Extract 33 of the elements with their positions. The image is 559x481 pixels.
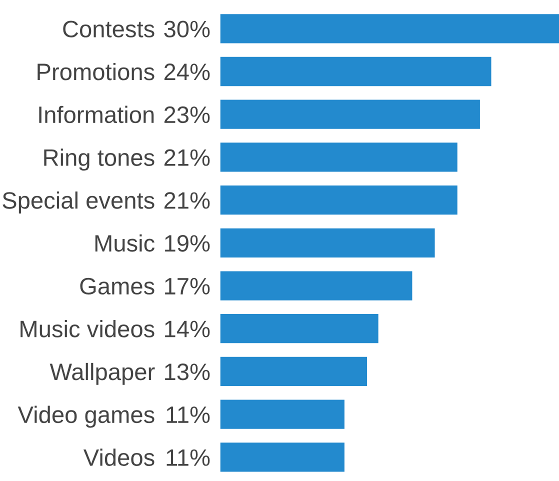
y-tick-label: Music videos bbox=[20, 320, 154, 338]
data-label: 11% bbox=[166, 449, 210, 466]
bar bbox=[220, 142, 458, 172]
bar bbox=[220, 14, 559, 44]
bar bbox=[220, 271, 412, 300]
y-tick-label: Promotions bbox=[38, 62, 154, 80]
bar bbox=[220, 314, 378, 344]
data-label: 21% bbox=[164, 192, 210, 209]
bar bbox=[220, 228, 435, 258]
bar bbox=[220, 100, 480, 129]
y-tick-label: Wallpaper bbox=[50, 362, 155, 385]
data-label: 24% bbox=[164, 64, 210, 80]
y-tick-label: Contests bbox=[63, 20, 154, 38]
bar bbox=[220, 400, 344, 429]
data-label: 23% bbox=[164, 106, 210, 124]
data-label: 21% bbox=[164, 149, 210, 166]
data-label: 13% bbox=[165, 364, 210, 380]
data-label: 14% bbox=[165, 320, 210, 338]
y-tick-label: Games bbox=[80, 278, 154, 295]
y-tick-label: Special events bbox=[2, 191, 154, 214]
y-tick-label: Video games bbox=[18, 406, 154, 428]
y-tick-label: Music bbox=[95, 234, 155, 252]
bar bbox=[220, 56, 492, 86]
y-tick-label: Videos bbox=[83, 448, 154, 466]
data-label: 11% bbox=[166, 406, 210, 424]
data-label: 19% bbox=[165, 234, 210, 252]
bar bbox=[220, 185, 458, 215]
y-tick-label: Information bbox=[39, 106, 154, 124]
y-tick-label: Ring tones bbox=[44, 148, 154, 171]
bar bbox=[220, 356, 368, 386]
data-label: 17% bbox=[165, 278, 210, 294]
data-label: 30% bbox=[164, 20, 210, 38]
bar bbox=[220, 442, 344, 472]
